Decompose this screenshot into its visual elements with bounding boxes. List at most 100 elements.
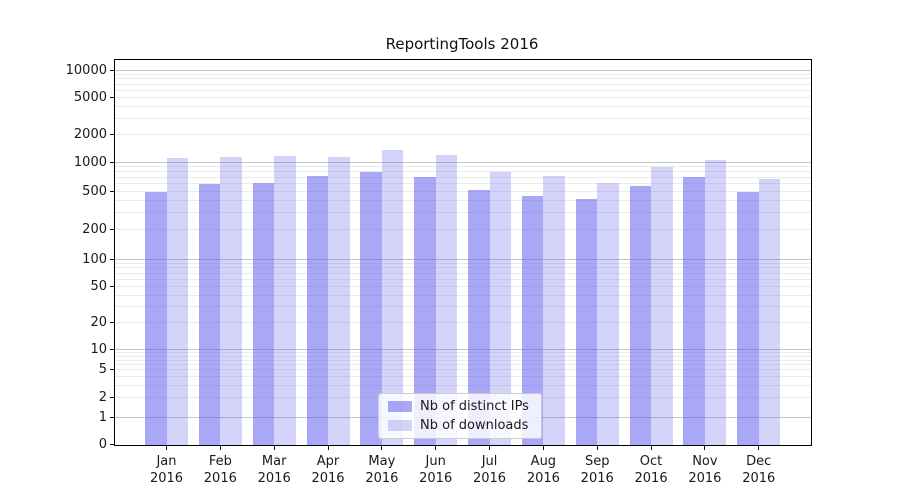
bar-distinct-ips-jul	[468, 190, 490, 445]
y-tick-mark-1	[110, 417, 114, 418]
gridline-4	[115, 376, 811, 378]
x-tick-mark-dec	[758, 446, 760, 450]
legend-item-distinct-ips: Nb of distinct IPs	[388, 399, 529, 414]
legend: Nb of distinct IPs Nb of downloads	[378, 393, 542, 439]
y-tick-label-20: 20	[90, 314, 107, 330]
x-tick-mark-oct	[650, 446, 652, 450]
bar-distinct-ips-mar	[252, 183, 275, 445]
bar-downloads-jan	[166, 157, 188, 445]
bar-distinct-ips-oct	[629, 186, 652, 445]
y-tick-mark-5000	[110, 97, 114, 99]
x-tick-mark-jul	[489, 446, 491, 450]
gridline-9	[115, 352, 811, 354]
bar-downloads-oct	[651, 166, 673, 445]
gridline-5000	[115, 97, 811, 99]
gridline-80	[115, 267, 811, 269]
bar-downloads-jul	[489, 171, 512, 445]
gridline-9000	[115, 73, 811, 75]
x-tick-mark-apr	[327, 446, 329, 450]
y-tick-label-2: 2	[98, 389, 107, 405]
gridline-400	[115, 200, 811, 202]
bar-downloads-apr	[328, 156, 350, 445]
x-tick-label-jan: Jan 2016	[149, 454, 184, 486]
x-tick-label-may: May 2016	[365, 454, 399, 486]
x-tick-label-nov: Nov 2016	[688, 454, 722, 486]
x-tick-mark-nov	[704, 446, 706, 450]
bar-downloads-feb	[220, 156, 242, 445]
gridline-6	[115, 364, 811, 366]
bar-downloads-dec	[758, 179, 781, 445]
bar-distinct-ips-jan	[145, 191, 167, 445]
gridline-6000	[115, 90, 811, 92]
bar-distinct-ips-jun	[414, 177, 436, 445]
gridline-500	[115, 191, 811, 193]
bar-downloads-mar	[274, 156, 296, 445]
x-tick-label-dec: Dec 2016	[742, 454, 776, 486]
gridline-3000	[115, 117, 811, 119]
gridline-200	[115, 229, 811, 231]
bar-distinct-ips-may	[360, 171, 382, 445]
y-tick-label-1: 1	[98, 410, 107, 425]
y-tick-mark-2	[110, 396, 114, 398]
y-tick-mark-5	[110, 369, 114, 371]
y-tick-label-500: 500	[82, 184, 107, 200]
y-tick-label-2000: 2000	[73, 127, 107, 143]
gridline-300	[115, 212, 811, 214]
bar-distinct-ips-apr	[306, 176, 329, 445]
y-tick-label-0: 0	[98, 437, 107, 452]
x-tick-mark-sep	[596, 446, 598, 450]
gridline-50	[115, 285, 811, 287]
x-tick-mark-feb	[219, 446, 221, 450]
bar-downloads-jun	[435, 154, 458, 445]
gridline-8000	[115, 78, 811, 80]
plot-area: 10000 5000 2000 1000 500 200 100 50 20 10 5 2 1 0 Jan…	[66, 59, 812, 486]
bar-distinct-ips-feb	[198, 183, 221, 445]
y-tick-mark-10	[110, 349, 114, 350]
y-tick-mark-20	[110, 321, 114, 323]
x-tick-label-aug: Aug 2016	[526, 454, 560, 486]
gridline-20	[115, 321, 811, 323]
bar-downloads-aug	[543, 175, 565, 445]
legend-item-downloads: Nb of downloads	[388, 418, 529, 433]
gridline-10000	[115, 69, 811, 71]
x-tick-label-jul: Jul 2016	[472, 454, 507, 486]
x-tick-mark-jan	[166, 446, 167, 450]
gridline-10	[115, 349, 811, 350]
y-tick-label-5000: 5000	[73, 90, 107, 106]
legend-swatch-downloads	[388, 420, 412, 431]
y-tick-label-1000: 1000	[73, 155, 107, 170]
y-tick-mark-200	[110, 229, 114, 231]
y-tick-label-200: 200	[82, 222, 107, 238]
x-tick-label-oct: Oct 2016	[634, 454, 668, 486]
gridline-30	[115, 305, 811, 307]
x-tick-label-mar: Mar 2016	[257, 454, 291, 486]
gridline-70	[115, 272, 811, 274]
y-tick-mark-50	[110, 285, 114, 287]
gridline-100	[115, 258, 811, 260]
bar-distinct-ips-dec	[737, 192, 759, 445]
bar-downloads-may	[381, 149, 404, 445]
legend-swatch-distinct-ips	[388, 401, 412, 412]
gridline-7	[115, 359, 811, 361]
x-tick-label-feb: Feb 2016	[203, 454, 237, 486]
gridline-8	[115, 355, 811, 357]
x-tick-mark-may	[381, 446, 383, 450]
x-tick-mark-aug	[542, 446, 544, 450]
x-tick-label-sep: Sep 2016	[580, 454, 614, 486]
y-tick-mark-500	[110, 191, 114, 193]
gridline-5	[115, 369, 811, 371]
bar-distinct-ips-nov	[683, 177, 705, 445]
gridline-90	[115, 262, 811, 264]
x-tick-mark-jun	[435, 446, 437, 450]
x-tick-label-apr: Apr 2016	[311, 454, 345, 486]
y-tick-label-10: 10	[90, 342, 107, 357]
gridline-60	[115, 278, 811, 280]
legend-label-downloads: Nb of downloads	[420, 418, 529, 433]
bar-distinct-ips-aug	[521, 195, 544, 445]
x-tick-mark-mar	[273, 446, 275, 450]
y-tick-mark-2000	[110, 134, 114, 136]
gridline-2000	[115, 134, 811, 136]
gridline-800	[115, 171, 811, 173]
gridline-1000	[115, 162, 811, 163]
